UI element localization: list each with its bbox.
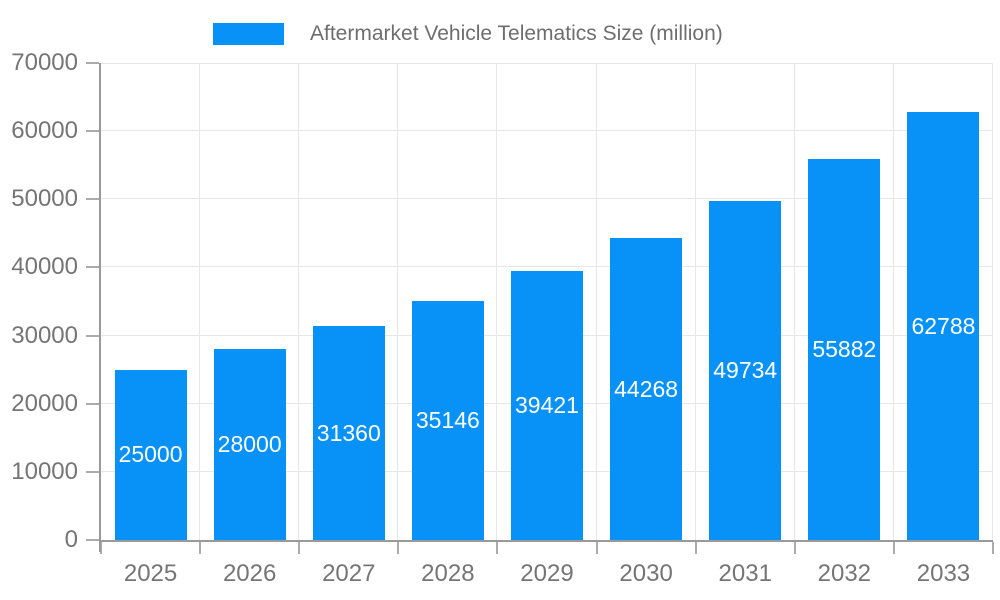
bar-value-label: 44268 bbox=[614, 375, 679, 402]
bar[interactable]: 28000 bbox=[213, 349, 286, 540]
x-axis-tick-label: 2027 bbox=[322, 560, 376, 587]
bar[interactable]: 55882 bbox=[808, 159, 881, 540]
x-axis-tick bbox=[100, 542, 102, 554]
y-axis-tick bbox=[86, 470, 99, 473]
bar-value-label: 31360 bbox=[316, 419, 381, 446]
y-axis-tick bbox=[86, 539, 99, 541]
x-axis-tick bbox=[992, 542, 994, 554]
grid-line-horizontal bbox=[101, 63, 993, 64]
bar[interactable]: 39421 bbox=[511, 271, 583, 540]
grid-line-vertical bbox=[793, 63, 795, 540]
grid-line-vertical bbox=[892, 63, 894, 540]
grid-line-vertical bbox=[595, 63, 597, 540]
y-axis-tick-label: 60000 bbox=[11, 117, 78, 145]
x-axis-line bbox=[101, 540, 993, 542]
legend-item[interactable]: Aftermarket Vehicle Telematics Size (mil… bbox=[213, 22, 723, 46]
y-axis-tick-label: 70000 bbox=[11, 49, 78, 76]
y-axis-tick-label: 50000 bbox=[11, 185, 78, 213]
y-axis-tick-label: 30000 bbox=[11, 321, 78, 349]
grid-line-vertical bbox=[992, 63, 993, 540]
bar-value-label: 39421 bbox=[515, 392, 579, 419]
y-axis-tick-label: 40000 bbox=[11, 253, 78, 281]
bar[interactable]: 62788 bbox=[907, 112, 980, 540]
bar[interactable]: 25000 bbox=[114, 369, 187, 540]
x-axis-tick-label: 2025 bbox=[123, 560, 178, 587]
y-axis-tick bbox=[86, 130, 99, 133]
grid-line-vertical bbox=[298, 63, 300, 540]
y-axis-line bbox=[99, 63, 101, 552]
grid-line-vertical bbox=[397, 63, 399, 540]
y-axis-tick-label: 0 bbox=[64, 526, 78, 553]
x-axis-tick bbox=[496, 542, 499, 554]
x-axis-tick bbox=[892, 542, 895, 554]
bar-value-label: 25000 bbox=[118, 441, 183, 468]
bar-value-label: 49734 bbox=[713, 357, 778, 384]
grid-line-horizontal bbox=[101, 198, 993, 200]
x-axis-tick-label: 2031 bbox=[718, 560, 772, 587]
grid-line-horizontal bbox=[101, 130, 993, 132]
y-axis-tick-label: 10000 bbox=[11, 457, 78, 485]
x-axis-tick bbox=[694, 542, 697, 554]
x-axis-tick bbox=[397, 542, 400, 554]
y-axis-tick bbox=[86, 334, 99, 337]
bar-value-label: 28000 bbox=[217, 431, 282, 458]
grid-line-vertical bbox=[496, 63, 498, 540]
x-axis-tick-label: 2032 bbox=[817, 560, 872, 587]
bar-value-label: 35146 bbox=[415, 406, 480, 433]
x-axis-tick bbox=[595, 542, 598, 554]
x-axis-tick-label: 2033 bbox=[916, 560, 971, 587]
x-axis-tick-label: 2026 bbox=[222, 560, 277, 587]
y-axis-tick bbox=[86, 402, 99, 405]
bar[interactable]: 31360 bbox=[312, 326, 385, 540]
bar[interactable]: 35146 bbox=[411, 300, 484, 540]
grid-line-vertical bbox=[694, 63, 696, 540]
bar[interactable]: 44268 bbox=[610, 238, 683, 540]
y-axis-tick bbox=[86, 198, 99, 201]
plot-area: 25000 28000 31360 35146 39421 44268 49734 55882… bbox=[86, 62, 994, 554]
bar-value-label: 62788 bbox=[911, 312, 976, 339]
bar-value-label: 55882 bbox=[812, 336, 877, 363]
x-axis-tick bbox=[199, 542, 202, 554]
legend-swatch-icon bbox=[213, 23, 284, 45]
x-axis-tick bbox=[793, 542, 796, 554]
y-axis-tick bbox=[86, 62, 99, 64]
y-axis-tick-label: 20000 bbox=[11, 389, 78, 417]
x-axis-tick bbox=[298, 542, 301, 554]
y-axis-tick bbox=[86, 266, 99, 269]
legend-label: Aftermarket Vehicle Telematics Size (mil… bbox=[310, 22, 723, 45]
bar[interactable]: 49734 bbox=[709, 201, 782, 540]
grid-line-vertical bbox=[199, 63, 201, 540]
grid-line-horizontal bbox=[101, 266, 993, 268]
x-axis-tick-label: 2029 bbox=[520, 560, 574, 587]
x-axis-tick-label: 2028 bbox=[421, 560, 475, 587]
x-axis-tick-label: 2030 bbox=[619, 560, 673, 587]
